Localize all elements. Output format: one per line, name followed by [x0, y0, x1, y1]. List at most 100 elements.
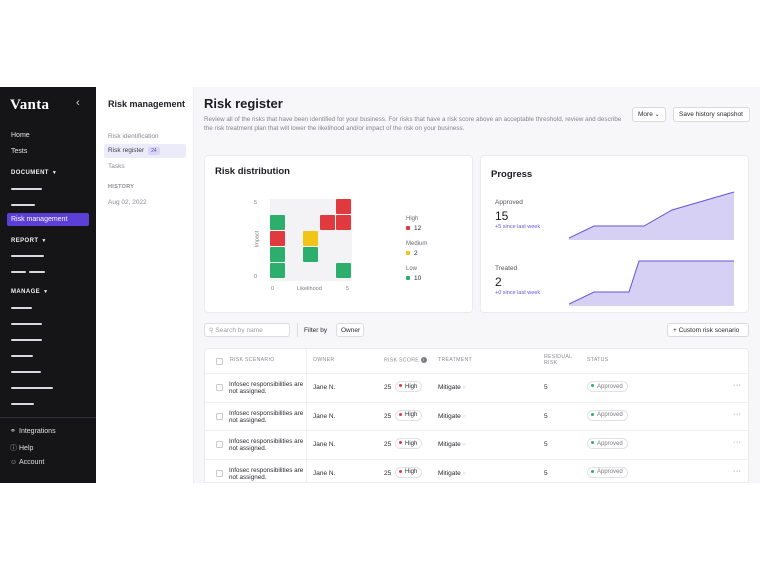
legend-swatch — [406, 251, 410, 256]
risk-level-badge: High — [395, 438, 423, 449]
row-checkbox[interactable] — [216, 412, 223, 420]
treatment-label: Mitigate — [438, 469, 461, 477]
nav-placeholder[interactable] — [29, 271, 45, 273]
more-button[interactable]: More ⌄ — [632, 107, 666, 122]
nav-placeholder[interactable] — [11, 255, 44, 257]
row-checkbox[interactable] — [216, 441, 223, 448]
subnav-item-tasks[interactable]: Tasks — [108, 163, 125, 170]
nav-section-label: DOCUMENT — [11, 170, 49, 176]
residual-risk: 5 — [544, 441, 548, 448]
risk-scenario[interactable]: Infosec responsibilities are not assigne… — [229, 409, 304, 424]
owner: Jane N. — [313, 384, 336, 391]
nav-home[interactable]: Home — [11, 132, 30, 139]
treatment[interactable]: Mitigate ○ — [438, 441, 466, 448]
subnav-item-risk-register[interactable]: Risk register 24 — [104, 144, 186, 158]
heatmap-cell — [303, 231, 318, 246]
nav-account[interactable]: ☺ Account — [10, 459, 44, 466]
residual-risk: 5 — [544, 412, 548, 420]
status-label: Approved — [597, 383, 623, 390]
nav-help-label: Help — [19, 445, 34, 452]
owner-filter-chip[interactable]: Owner — [336, 323, 364, 337]
nav-section-report[interactable]: REPORT ▼ — [11, 238, 47, 244]
treatment[interactable]: Mitigate ○ — [438, 470, 466, 477]
row-menu-icon[interactable]: ··· — [733, 382, 742, 389]
chevron-left-icon[interactable]: ‹ — [76, 97, 80, 109]
nav-section-label: MANAGE — [11, 289, 41, 295]
status-dot — [399, 441, 402, 445]
nav-placeholder[interactable] — [11, 403, 34, 405]
risk-scenario[interactable]: Infosec responsibilities are not assigne… — [229, 438, 304, 452]
nav-help[interactable]: ⓘ Help — [10, 443, 33, 453]
progress-card: Progress Approved 15 +5 since last week … — [480, 155, 749, 313]
approved-delta: +5 since last week — [495, 224, 541, 230]
sidebar: Vanta ‹ Home Tests DOCUMENT ▼ Risk manage… — [0, 87, 96, 483]
column-header-status[interactable]: STATUS — [587, 357, 609, 363]
risk-level-label: High — [405, 383, 418, 390]
nav-section-document[interactable]: DOCUMENT ▼ — [11, 170, 57, 176]
info-icon: i — [420, 357, 427, 363]
column-header-residual[interactable]: RESIDUAL RISK — [544, 354, 573, 366]
risk-scenario[interactable]: Infosec responsibilities are not assigne… — [229, 381, 304, 395]
nav-placeholder[interactable] — [11, 339, 42, 341]
chevron-down-icon: ⌄ — [654, 112, 660, 118]
select-all-checkbox[interactable] — [216, 358, 223, 365]
legend-value: 12 — [414, 225, 422, 232]
nav-placeholder[interactable] — [11, 371, 41, 373]
table-row[interactable]: Infosec responsibilities are not assigne… — [205, 401, 748, 430]
row-checkbox[interactable] — [216, 384, 223, 391]
heatmap-cell — [336, 199, 351, 214]
heatmap-cell — [336, 263, 351, 278]
y-tick: 0 — [254, 274, 258, 280]
nav-placeholder[interactable] — [11, 323, 42, 325]
risk-level-badge: High — [395, 466, 423, 478]
table-row[interactable]: Infosec responsibilities are not assigne… — [205, 458, 748, 483]
table-row[interactable]: Infosec responsibilities are not assigne… — [205, 430, 748, 458]
risk-scenario[interactable]: Infosec responsibilities are not assigne… — [229, 466, 304, 481]
add-risk-scenario-button[interactable]: + Custom risk scenario — [667, 323, 749, 337]
divider — [0, 417, 96, 418]
column-header-score-label: RISK SCORE — [384, 357, 419, 364]
row-checkbox[interactable] — [216, 469, 223, 477]
nav-placeholder[interactable] — [11, 387, 53, 389]
column-header-treatment[interactable]: TREATMENT — [438, 357, 473, 363]
heatmap-cell — [270, 263, 285, 278]
nav-placeholder[interactable] — [11, 307, 32, 309]
row-menu-icon[interactable]: ··· — [733, 467, 742, 475]
save-snapshot-button[interactable]: Save history snapshot — [673, 107, 750, 122]
nav-tests[interactable]: Tests — [11, 148, 28, 155]
treated-label: Treated — [495, 265, 518, 272]
nav-section-manage[interactable]: MANAGE ▼ — [11, 289, 48, 295]
x-axis-label: Likelihood — [297, 286, 322, 292]
legend-swatch — [406, 276, 410, 281]
nav-placeholder[interactable] — [11, 204, 35, 206]
treatment[interactable]: Mitigate ○ — [438, 413, 466, 420]
legend-label-high: High — [406, 216, 419, 222]
history-date[interactable]: Aug 02, 2022 — [108, 199, 147, 206]
search-input[interactable]: ⚲ Search by name — [204, 323, 290, 337]
column-header-score[interactable]: RISK SCORE i — [384, 357, 427, 363]
main-content: Risk register Review all of the risks th… — [194, 87, 760, 483]
secondary-nav: Risk management Risk identification Risk… — [96, 87, 194, 483]
nav-account-label: Account — [19, 459, 45, 466]
nav-placeholder[interactable] — [11, 355, 33, 357]
treatment[interactable]: Mitigate ○ — [438, 384, 466, 391]
row-menu-icon[interactable]: ··· — [733, 439, 742, 446]
heatmap-cell — [319, 215, 335, 230]
status-dot — [591, 469, 594, 473]
table-row[interactable]: Infosec responsibilities are not assigne… — [205, 373, 748, 401]
nav-risk-management[interactable]: Risk management — [7, 213, 89, 226]
column-header-owner[interactable]: OWNER — [313, 357, 335, 363]
column-header-scenario[interactable]: RISK SCENARIO — [230, 357, 275, 363]
caret-down-icon: ▼ — [41, 238, 47, 244]
subnav-title: Risk management — [108, 99, 186, 109]
nav-placeholder[interactable] — [11, 271, 26, 273]
subnav-item-label: Risk register — [108, 147, 145, 154]
risk-level-label: High — [405, 412, 418, 418]
add-button-label: Custom risk scenario — [678, 327, 740, 334]
row-menu-icon[interactable]: ··· — [733, 410, 742, 418]
help-icon: ⓘ — [10, 445, 17, 452]
y-axis-label: Impact — [254, 230, 261, 248]
nav-integrations[interactable]: ⚭ Integrations — [10, 427, 56, 435]
subnav-item-risk-identification[interactable]: Risk identification — [108, 133, 159, 140]
nav-placeholder[interactable] — [11, 188, 42, 190]
